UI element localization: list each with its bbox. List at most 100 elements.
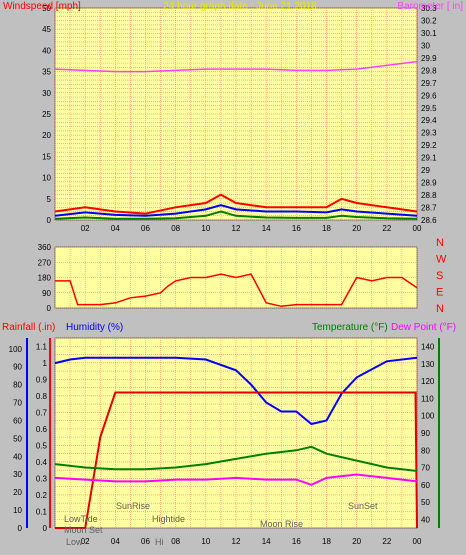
tick-label-rainfall: 0.9 [36, 375, 48, 384]
compass-label: W [436, 254, 447, 266]
tick-label-temperature: 140 [421, 343, 435, 352]
tick-label-hour: 04 [111, 537, 120, 546]
tick-label-humidity: 40 [13, 452, 22, 461]
tick-label-rainfall: 0 [43, 524, 48, 533]
tick-label-humidity: 30 [13, 470, 22, 479]
tick-label-barometer: 28.8 [421, 191, 437, 200]
tick-label-direction: 90 [42, 289, 51, 298]
tick-label-hour: 18 [322, 537, 331, 546]
tick-label-humidity: 10 [13, 506, 22, 515]
series-line-1 [55, 391, 418, 529]
tick-label-hour: 10 [201, 224, 210, 233]
tick-label-windspeed: 35 [42, 68, 51, 77]
tick-label-hour: 22 [382, 537, 391, 546]
axis-title-dewpoint: Dew Point (°F) [391, 322, 456, 333]
tick-label-hour: 00 [413, 537, 422, 546]
tick-label-barometer: 30 [421, 41, 430, 50]
tick-label-barometer: 29.6 [421, 91, 437, 100]
tick-label-hour: 16 [292, 224, 301, 233]
series-line-3 [54, 210, 418, 220]
tick-label-rainfall: 1 [43, 359, 48, 368]
tick-label-barometer: 29.1 [421, 154, 437, 163]
tick-label-temperature: 120 [421, 377, 435, 386]
tick-label-hour: 02 [81, 224, 90, 233]
series-line-0 [54, 356, 418, 426]
tick-label-humidity: 80 [13, 381, 22, 390]
tick-label-barometer: 29 [421, 166, 430, 175]
tick-label-barometer: 29.8 [421, 66, 437, 75]
tick-label-hour: 02 [81, 537, 90, 546]
tick-label-barometer: 30.3 [421, 4, 437, 13]
tick-label-rainfall: 0.5 [36, 441, 48, 450]
tick-label-windspeed: 15 [42, 152, 51, 161]
axis-title-humidity: Humidity (%) [66, 322, 123, 333]
tick-label-humidity: 90 [13, 363, 22, 372]
series-line-0 [54, 60, 418, 73]
event-label: Hi [155, 537, 164, 547]
tick-label-hour: 12 [232, 224, 241, 233]
tick-label-hour: 14 [262, 537, 271, 546]
tick-label-windspeed: 30 [42, 89, 51, 98]
event-label: Moon Rise [260, 519, 303, 529]
event-label: SunSet [348, 501, 378, 511]
tick-label-direction: 270 [38, 258, 52, 267]
tick-label-hour: 00 [413, 224, 422, 233]
axis-title-barometer: Barometer [ in] [397, 1, 463, 12]
tick-label-temperature: 110 [421, 394, 434, 403]
tick-label-windspeed: 0 [47, 216, 52, 225]
tick-label-direction: 360 [38, 243, 52, 252]
tick-label-humidity: 60 [13, 416, 22, 425]
tick-label-hour: 12 [232, 537, 241, 546]
tick-label-windspeed: 40 [42, 46, 51, 55]
event-label: Low [66, 537, 83, 547]
direction-line-0 [55, 273, 418, 308]
tick-label-temperature: 70 [421, 464, 430, 473]
tick-label-windspeed: 10 [42, 174, 51, 183]
tick-label-rainfall: 0.4 [36, 458, 48, 467]
axis-title-temperature: Temperature (°F) [312, 322, 388, 333]
compass-label: N [436, 237, 444, 249]
tick-label-rainfall: 0.6 [36, 425, 48, 434]
tick-label-barometer: 29.3 [421, 129, 437, 138]
tick-label-barometer: 28.6 [421, 216, 437, 225]
tick-label-barometer: 29.9 [421, 54, 437, 63]
tick-label-rainfall: 0.8 [36, 392, 48, 401]
tick-label-temperature: 80 [421, 446, 430, 455]
tick-label-hour: 08 [171, 224, 180, 233]
series-line-3 [54, 473, 418, 486]
tick-label-hour: 22 [382, 224, 391, 233]
tick-label-barometer: 28.9 [421, 179, 437, 188]
tick-label-windspeed: 50 [42, 4, 51, 13]
tick-label-windspeed: 45 [42, 25, 51, 34]
tick-label-windspeed: 25 [42, 110, 51, 119]
tick-label-humidity: 0 [18, 524, 23, 533]
axis-title-windspeed: Windspeed [mph] [3, 1, 81, 12]
compass-label: E [436, 287, 443, 299]
tick-label-barometer: 29.2 [421, 141, 437, 150]
tick-label-direction: 180 [38, 274, 52, 283]
tick-label-temperature: 50 [421, 498, 430, 507]
tick-label-humidity: 50 [13, 434, 22, 443]
tick-label-barometer: 29.5 [421, 104, 437, 113]
series-line-2 [54, 445, 418, 472]
tick-label-temperature: 40 [421, 515, 430, 524]
tick-label-rainfall: 0.1 [36, 507, 48, 516]
tick-label-rainfall: 1.1 [36, 342, 48, 351]
tick-label-humidity: 100 [9, 345, 23, 354]
tick-label-barometer: 30.2 [421, 16, 437, 25]
event-label: LowTide [64, 514, 98, 524]
tick-label-hour: 04 [111, 224, 120, 233]
tick-label-hour: 18 [322, 224, 331, 233]
series-line-1 [54, 193, 418, 215]
tick-label-hour: 16 [292, 537, 301, 546]
tick-label-rainfall: 0.7 [36, 408, 48, 417]
tick-label-rainfall: 0.3 [36, 474, 48, 483]
tick-label-barometer: 29.7 [421, 79, 437, 88]
compass-label: S [436, 270, 443, 282]
axis-title-rainfall: Rainfall (.in) [2, 322, 55, 333]
tick-label-windspeed: 5 [47, 195, 52, 204]
tick-label-humidity: 20 [13, 488, 22, 497]
tick-label-hour: 06 [141, 537, 150, 546]
tick-label-windspeed: 20 [42, 131, 51, 140]
tick-label-barometer: 28.7 [421, 204, 437, 213]
